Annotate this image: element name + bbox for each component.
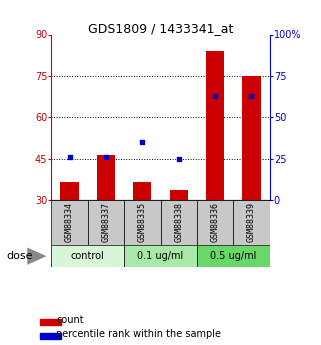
Point: [176, 156, 181, 161]
Text: GSM88334: GSM88334: [65, 201, 74, 242]
Bar: [40, 333, 61, 339]
Polygon shape: [27, 248, 47, 265]
Bar: [51, 245, 124, 267]
Point: [140, 139, 145, 145]
Text: GSM88339: GSM88339: [247, 201, 256, 242]
Point: [103, 154, 108, 160]
Text: 0.5 ug/ml: 0.5 ug/ml: [210, 251, 256, 261]
Text: GDS1809 / 1433341_at: GDS1809 / 1433341_at: [88, 22, 233, 36]
Bar: [197, 200, 233, 245]
Text: GSM88335: GSM88335: [138, 201, 147, 242]
Bar: [133, 182, 152, 200]
Text: count: count: [56, 315, 84, 325]
Point: [213, 93, 218, 99]
Bar: [160, 200, 197, 245]
Point: [67, 154, 72, 160]
Text: 0.1 ug/ml: 0.1 ug/ml: [137, 251, 184, 261]
Text: GSM88338: GSM88338: [174, 201, 183, 242]
Point: [249, 93, 254, 99]
Bar: [124, 200, 160, 245]
Bar: [169, 190, 188, 200]
Bar: [197, 245, 270, 267]
Bar: [88, 200, 124, 245]
Bar: [206, 51, 224, 200]
Text: control: control: [71, 251, 105, 261]
Bar: [51, 200, 88, 245]
Bar: [124, 245, 197, 267]
Bar: [40, 319, 61, 325]
Text: GSM88337: GSM88337: [101, 201, 110, 242]
Text: dose: dose: [6, 251, 33, 261]
Bar: [97, 155, 115, 200]
Text: percentile rank within the sample: percentile rank within the sample: [56, 329, 221, 339]
Bar: [242, 76, 261, 200]
Text: GSM88336: GSM88336: [211, 201, 220, 242]
Bar: [233, 200, 270, 245]
Bar: [60, 182, 79, 200]
